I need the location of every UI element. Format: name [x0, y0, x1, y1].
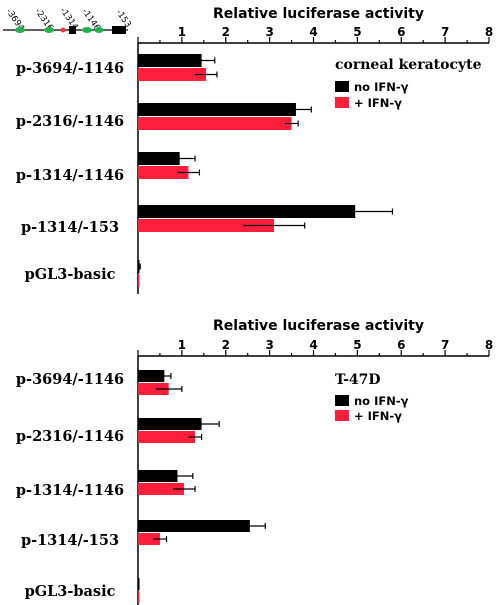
- x-tick-label: 7: [441, 25, 449, 39]
- category-label: p-1314/-1146: [16, 167, 124, 184]
- category-label: p-1314/-1146: [16, 482, 124, 499]
- legend-label: no IFN-γ: [354, 394, 409, 408]
- category-label: pGL3-basic: [25, 266, 116, 283]
- chart-title: T-47D: [335, 372, 381, 388]
- bar: [138, 431, 196, 443]
- category-label: p-1314/-153: [21, 219, 119, 236]
- chart-title: corneal keratocyte: [335, 57, 482, 73]
- category-label: p-3694/-1146: [16, 371, 124, 388]
- x-tick-label: 8: [485, 25, 493, 39]
- x-tick-label: 7: [441, 338, 449, 352]
- x-tick-label: 3: [265, 338, 273, 352]
- chart-corneal-keratocyte: Relative luciferase activity 1 2 3 4 5 6 7 8 p-36…: [16, 6, 493, 294]
- legend-swatch: [335, 410, 349, 421]
- category-label: pGL3-basic: [25, 583, 116, 600]
- bar: [138, 520, 250, 532]
- x-tick-label: 8: [485, 338, 493, 352]
- schematic-site-red: [60, 27, 66, 33]
- category-label: p-1314/-153: [21, 532, 119, 549]
- bar: [138, 470, 178, 482]
- schematic-label: -1314: [58, 6, 80, 32]
- legend-label: no IFN-γ: [354, 80, 409, 94]
- x-tick-label: 5: [353, 338, 361, 352]
- x-tick-label: 4: [309, 25, 317, 39]
- bar: [138, 274, 140, 287]
- legend-swatch: [335, 81, 349, 92]
- bar: [138, 117, 292, 130]
- bar: [138, 591, 140, 603]
- category-label: p-2316/-1146: [16, 113, 124, 130]
- schematic-box: [69, 26, 76, 34]
- bar: [138, 370, 165, 382]
- x-tick-label: 1: [178, 25, 186, 39]
- chart-t47d: Relative luciferase activity 1 2 3 4 5 6 7 8 p-36…: [16, 318, 493, 605]
- bar: [138, 533, 160, 545]
- x-tick-label: 6: [397, 338, 405, 352]
- x-tick-label: 4: [309, 338, 317, 352]
- x-axis-title: Relative luciferase activity: [213, 6, 424, 22]
- bar: [138, 166, 189, 179]
- schematic-site-green: [94, 27, 104, 33]
- bar: [138, 383, 169, 395]
- bar: [138, 483, 185, 495]
- x-tick-label: 6: [397, 25, 405, 39]
- bar: [138, 152, 180, 165]
- legend-swatch: [335, 97, 349, 108]
- legend-label: + IFN-γ: [354, 409, 402, 423]
- bar: [138, 578, 140, 590]
- category-label: p-2316/-1146: [16, 428, 124, 445]
- legend-swatch: [335, 395, 349, 406]
- promoter-schematic: -3694 -2316 -1314 -1146 -153: [3, 6, 133, 34]
- schematic-box: [112, 26, 126, 34]
- bar: [138, 68, 207, 81]
- schematic-site-green: [44, 27, 54, 33]
- bar: [138, 54, 202, 67]
- bar: [138, 205, 356, 218]
- x-axis-title: Relative luciferase activity: [213, 318, 424, 334]
- schematic-site-green: [82, 27, 92, 33]
- x-tick-label: 5: [353, 25, 361, 39]
- bar: [138, 418, 202, 430]
- x-tick-label: 1: [178, 338, 186, 352]
- schematic-site-green: [15, 27, 25, 33]
- bar: [138, 103, 296, 116]
- bar: [138, 219, 275, 232]
- x-tick-label: 2: [222, 338, 230, 352]
- x-tick-label: 3: [265, 25, 273, 39]
- x-tick-label: 2: [222, 25, 230, 39]
- category-label: p-3694/-1146: [16, 60, 124, 77]
- legend-label: + IFN-γ: [354, 96, 402, 110]
